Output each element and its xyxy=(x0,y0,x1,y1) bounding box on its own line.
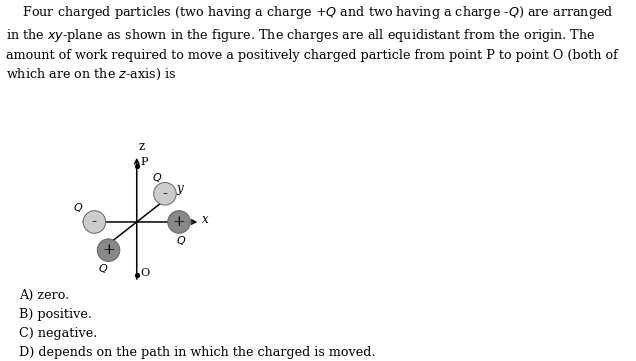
Text: $Q$: $Q$ xyxy=(176,234,186,247)
Circle shape xyxy=(168,211,190,233)
Circle shape xyxy=(97,239,120,261)
Text: A) zero.
B) positive.
C) negative.
D) depends on the path in which the charged i: A) zero. B) positive. C) negative. D) de… xyxy=(19,289,376,360)
Text: P: P xyxy=(141,157,148,167)
Text: O: O xyxy=(140,268,149,278)
Circle shape xyxy=(154,182,176,205)
Text: +: + xyxy=(102,243,115,257)
Text: $Q$: $Q$ xyxy=(73,201,84,214)
Text: z: z xyxy=(139,140,145,153)
Circle shape xyxy=(83,211,106,233)
Text: -: - xyxy=(92,215,97,229)
Text: +: + xyxy=(173,215,186,229)
Text: x: x xyxy=(202,213,209,226)
Text: $Q$: $Q$ xyxy=(152,171,162,184)
Text: $Q$: $Q$ xyxy=(98,262,108,275)
Text: y: y xyxy=(177,182,183,195)
Text: Four charged particles (two having a charge +$Q$ and two having a charge -$Q$) a: Four charged particles (two having a cha… xyxy=(6,4,618,82)
Text: -: - xyxy=(162,187,167,201)
